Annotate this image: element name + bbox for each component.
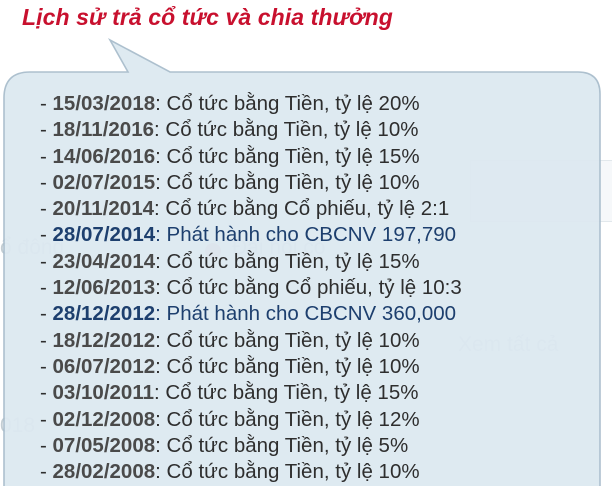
history-item-description: Cổ tức bằng Tiền, tỷ lệ 15% [166, 144, 420, 168]
history-item: - 28/07/2014: Phát hành cho CBCNV 197,79… [40, 222, 462, 248]
history-item-description[interactable]: Phát hành cho CBCNV 360,000 [166, 302, 457, 326]
history-item-date: 03/10/2011 [52, 381, 155, 405]
dividend-history-list: - 15/03/2018: Cổ tức bằng Tiền, tỷ lệ 20… [40, 91, 462, 485]
history-item-separator: : [154, 118, 166, 142]
history-item: - 14/06/2016: Cổ tức bằng Tiền, tỷ lệ 15… [40, 144, 462, 170]
history-item-description: Cổ tức bằng Tiền, tỷ lệ 12% [166, 407, 420, 431]
history-item-separator: : [155, 170, 167, 194]
history-item-separator: : [155, 354, 167, 378]
history-item-date: 23/04/2014 [52, 249, 156, 273]
history-item-dash: - [40, 92, 53, 115]
history-item: - 15/03/2018: Cổ tức bằng Tiền, tỷ lệ 20… [40, 91, 462, 117]
history-item-description: Cổ tức bằng Tiền, tỷ lệ 10% [166, 354, 420, 378]
history-item: - 07/05/2008: Cổ tức bằng Tiền, tỷ lệ 5% [40, 433, 462, 459]
history-item-separator: : [155, 223, 167, 247]
history-item-separator: : [155, 407, 167, 431]
history-item-separator: : [155, 92, 167, 115]
history-item-separator: : [155, 144, 167, 168]
history-item-description[interactable]: Phát hành cho CBCNV 197,790 [166, 223, 457, 247]
history-item-dash: - [40, 197, 53, 221]
history-item-date: 02/12/2008 [52, 407, 156, 431]
history-item-dash: - [40, 170, 53, 194]
history-item-date: 07/05/2008 [52, 433, 156, 457]
history-item: - 06/07/2012: Cổ tức bằng Tiền, tỷ lệ 10… [40, 354, 462, 380]
history-item-separator: : [155, 460, 167, 484]
history-item: - 12/06/2013: Cổ tức bằng Cổ phiếu, tỷ l… [40, 275, 462, 301]
history-item-date: 15/03/2018 [52, 92, 156, 115]
history-item-dash: - [40, 460, 53, 484]
history-item-dash: - [40, 407, 53, 431]
history-item-dash: - [40, 354, 53, 378]
history-item: - 02/12/2008: Cổ tức bằng Tiền, tỷ lệ 12… [40, 407, 462, 433]
history-item-dash: - [40, 249, 53, 273]
history-item-description: Cổ tức bằng Tiền, tỷ lệ 10% [165, 118, 419, 142]
history-item: - 18/12/2012: Cổ tức bằng Tiền, tỷ lệ 10… [40, 328, 462, 354]
history-item-date: 02/07/2015 [52, 170, 156, 194]
history-item: - 28/02/2008: Cổ tức bằng Tiền, tỷ lệ 10… [40, 459, 462, 485]
history-item: - 20/11/2014: Cổ tức bằng Cổ phiếu, tỷ l… [40, 196, 462, 222]
history-item-separator: : [154, 381, 166, 405]
history-item-date: 18/11/2016 [52, 118, 155, 142]
history-item: - 02/07/2015: Cổ tức bằng Tiền, tỷ lệ 10… [40, 170, 462, 196]
history-item: - 18/11/2016: Cổ tức bằng Tiền, tỷ lệ 10… [40, 117, 462, 143]
history-item-description: Cổ tức bằng Tiền, tỷ lệ 10% [166, 328, 420, 352]
history-item-dash: - [40, 223, 53, 247]
history-item-description: Cổ tức bằng Cổ phiếu, tỷ lệ 2:1 [165, 197, 450, 221]
history-item-date: 28/07/2014 [52, 223, 156, 247]
history-item-date: 28/02/2008 [52, 460, 156, 484]
history-item-dash: - [40, 328, 53, 352]
history-item-dash: - [40, 144, 53, 168]
history-item-description: Cổ tức bằng Tiền, tỷ lệ 15% [166, 249, 420, 273]
history-item-description: Cổ tức bằng Tiền, tỷ lệ 5% [166, 433, 409, 457]
history-item-description: Cổ tức bằng Tiền, tỷ lệ 10% [166, 460, 420, 484]
history-item-description: Cổ tức bằng Tiền, tỷ lệ 15% [165, 381, 419, 405]
history-item-date: 18/12/2012 [52, 328, 156, 352]
history-item-date: 28/12/2012 [52, 302, 156, 326]
history-item-description: Cổ tức bằng Tiền, tỷ lệ 20% [166, 92, 420, 115]
history-item-separator: : [155, 276, 167, 300]
history-item-dash: - [40, 302, 53, 326]
history-item: - 28/12/2012: Phát hành cho CBCNV 360,00… [40, 301, 462, 327]
history-item: - 23/04/2014: Cổ tức bằng Tiền, tỷ lệ 15… [40, 249, 462, 275]
history-item-date: 20/11/2014 [52, 197, 155, 221]
page-title: Lịch sử trả cổ tức và chia thưởng [22, 4, 393, 30]
history-item-dash: - [40, 276, 53, 300]
history-item-separator: : [154, 197, 166, 221]
history-item-dash: - [40, 118, 53, 142]
history-item-separator: : [155, 249, 167, 273]
history-item-separator: : [155, 302, 167, 326]
history-item-description: Cổ tức bằng Tiền, tỷ lệ 10% [166, 170, 420, 194]
history-item-separator: : [155, 328, 167, 352]
history-item-date: 12/06/2013 [52, 276, 156, 300]
history-item-dash: - [40, 433, 53, 457]
history-item-date: 06/07/2012 [52, 354, 156, 378]
history-item-dash: - [40, 381, 53, 405]
history-item: - 03/10/2011: Cổ tức bằng Tiền, tỷ lệ 15… [40, 380, 462, 406]
history-item-date: 14/06/2016 [52, 144, 156, 168]
history-item-separator: : [155, 433, 167, 457]
history-item-description: Cổ tức bằng Cổ phiếu, tỷ lệ 10:3 [166, 276, 462, 300]
